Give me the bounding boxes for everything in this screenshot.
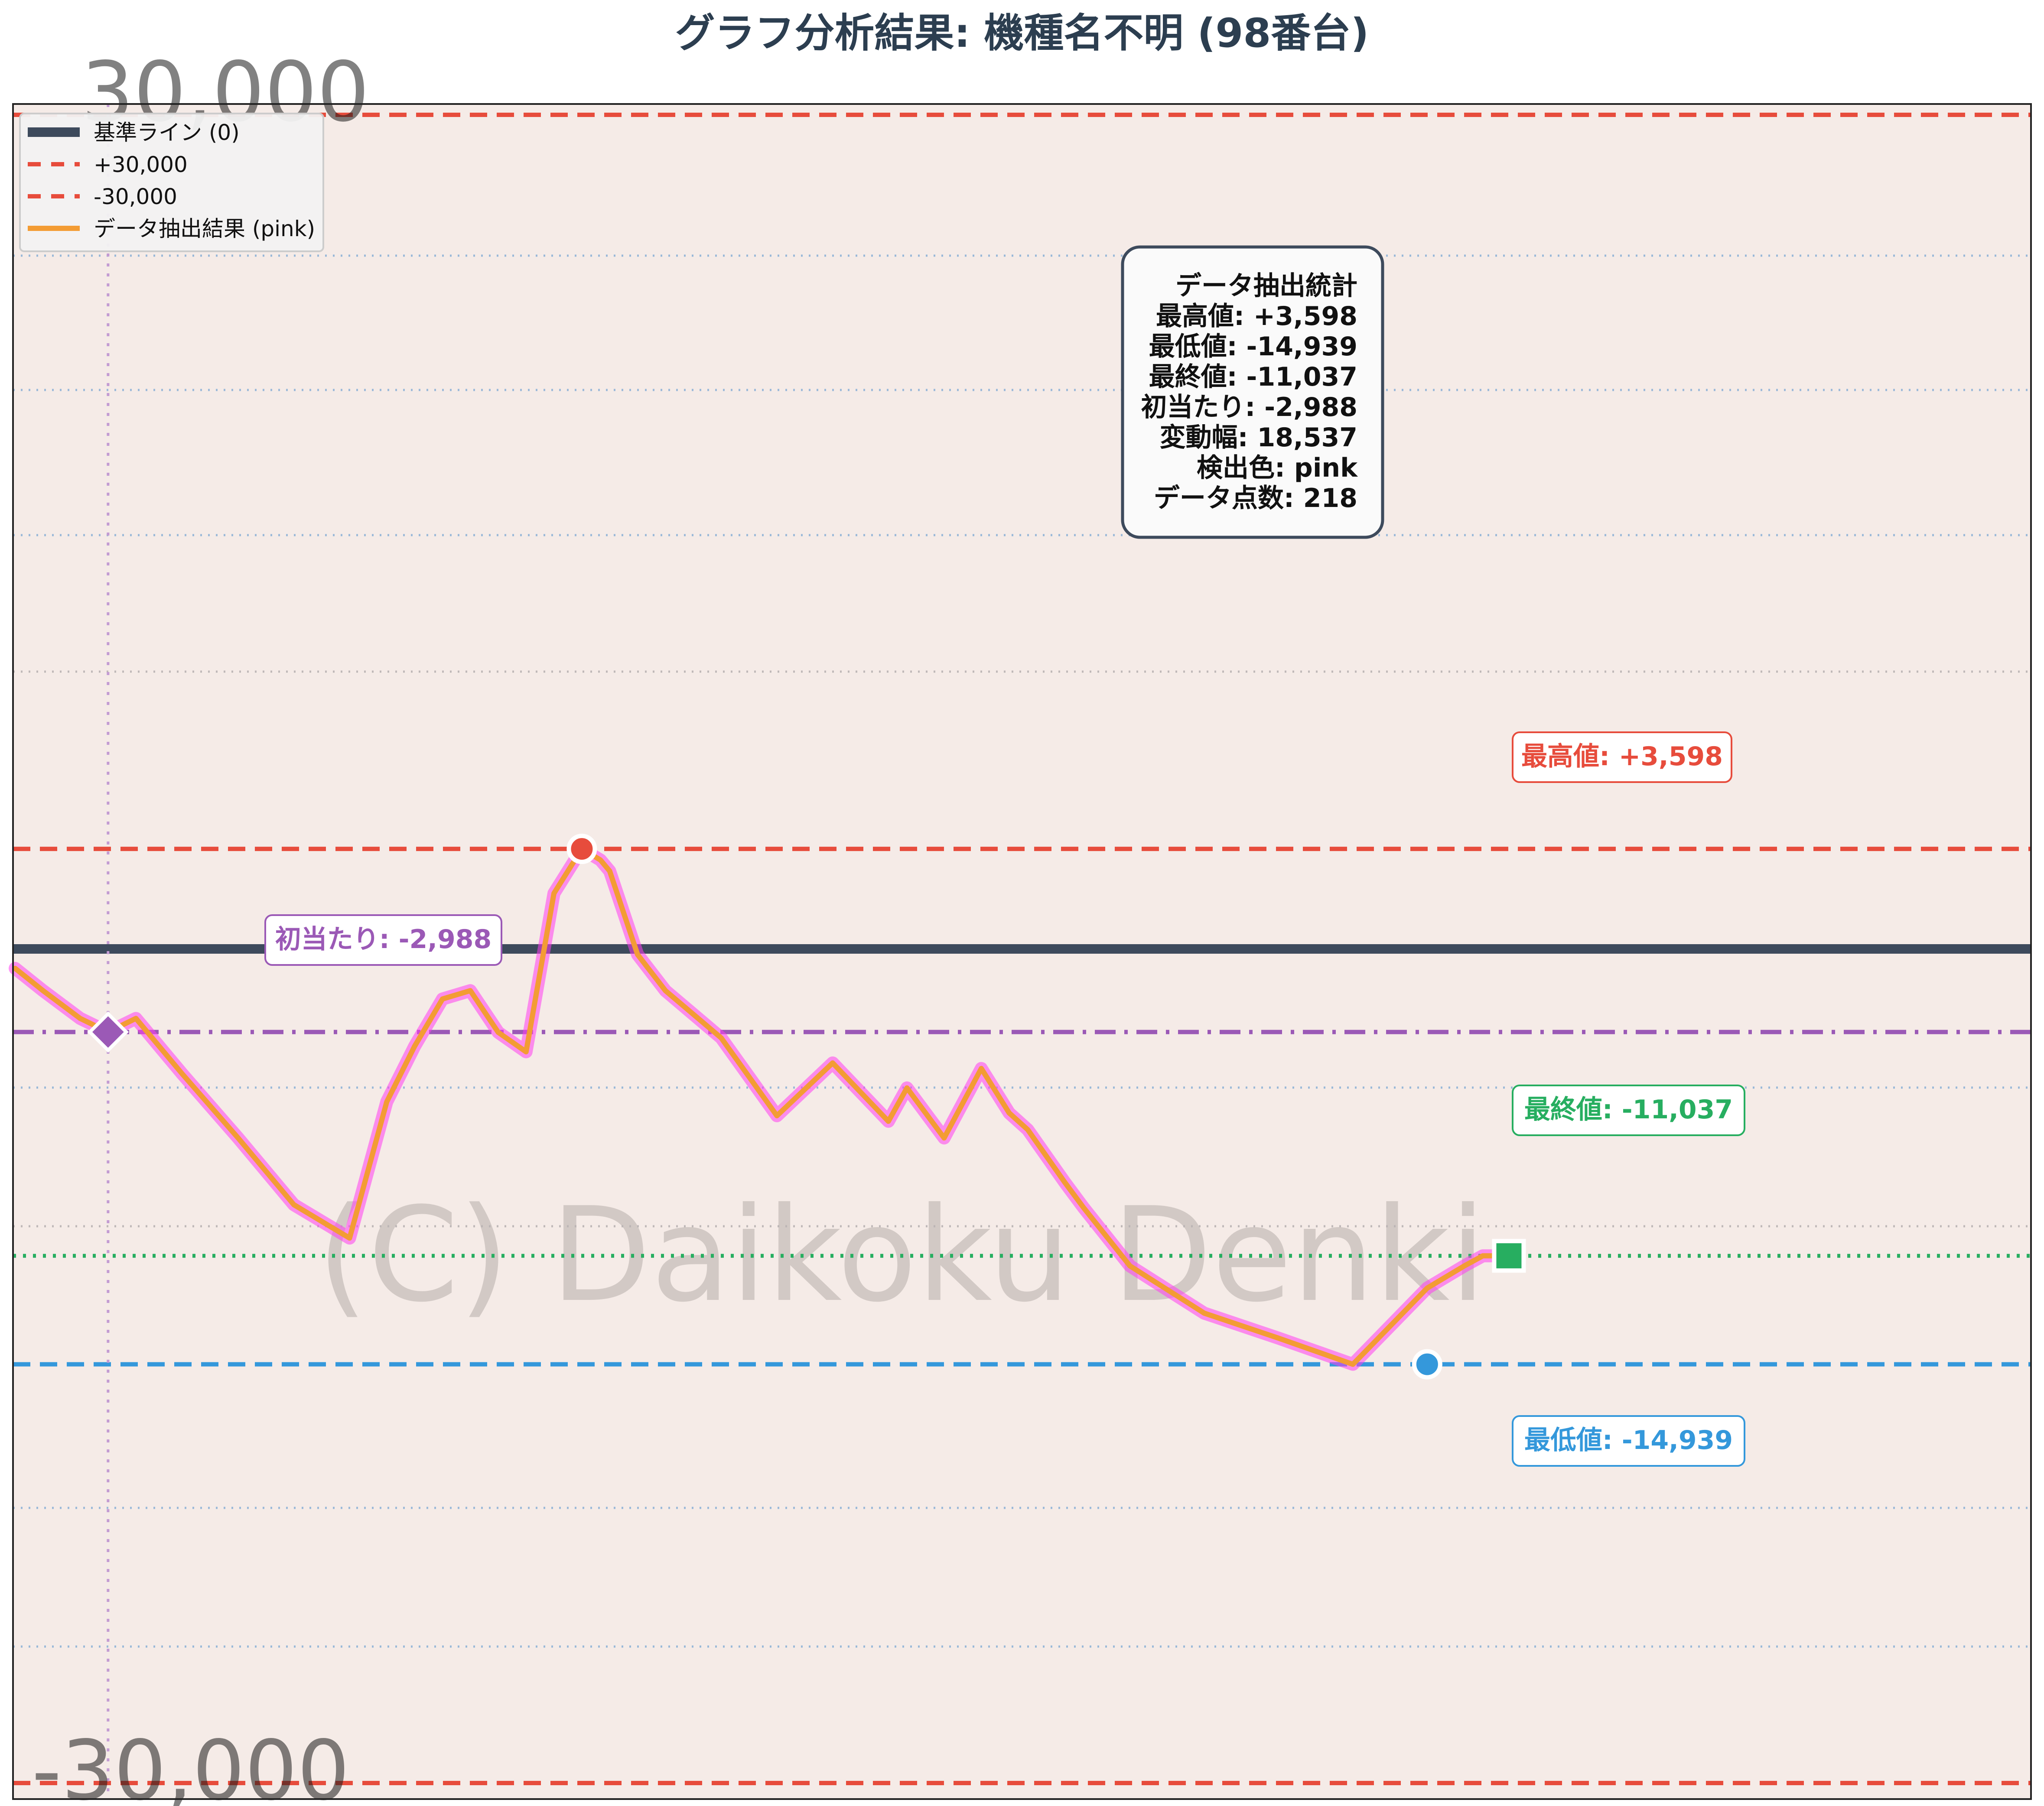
stats-box-frame: [1121, 245, 1384, 539]
plot-frame: [12, 103, 2032, 1800]
legend-frame: [19, 113, 324, 252]
max-label-box: [1512, 731, 1732, 783]
final-label-box: [1512, 1085, 1745, 1136]
stats-box-line: 変動幅: 18,537: [1160, 422, 1357, 453]
stats-box-line: 最終値: -11,037: [1149, 362, 1357, 392]
stats-box-line: 最低値: -14,939: [1149, 331, 1357, 362]
first-hit-marker: [87, 1011, 129, 1053]
first-hit-label: 初当たり: -2,988: [264, 914, 502, 966]
final-label-text: 最終値: -11,037: [1524, 1095, 1733, 1125]
min-label: 最低値: -14,939: [1512, 1415, 1745, 1467]
stats-box-line: 検出色: pink: [1197, 453, 1358, 483]
stats-box-line: 初当たり: -2,988: [1141, 392, 1357, 422]
final-label: 最終値: -11,037: [1512, 1085, 1745, 1136]
chart-title: グラフ分析結果: 機種名不明 (98番台): [675, 10, 1369, 56]
min-label-box: [1512, 1415, 1745, 1467]
max-label-text: 最高値: +3,598: [1521, 741, 1723, 772]
legend-item: データ抽出結果 (pink): [94, 216, 315, 241]
legend-item: -30,000: [94, 184, 177, 209]
max-point-marker: [566, 834, 597, 864]
legend-item: 基準ライン (0): [94, 120, 240, 145]
stats-box-title: データ抽出統計: [1175, 271, 1357, 301]
series-line: [13, 846, 1504, 1367]
legend-item: +30,000: [94, 152, 188, 177]
tick-label-bottom: -30,000: [32, 1723, 349, 1806]
legend: 基準ライン (0) +30,000 -30,000 データ抽出結果 (pink): [19, 113, 324, 252]
series-layer: [9, 842, 1508, 1371]
stats-box-line: 最高値: +3,598: [1156, 301, 1357, 331]
first-hit-label-text: 初当たり: -2,988: [275, 924, 492, 955]
min-label-text: 最低値: -14,939: [1524, 1425, 1733, 1455]
stats-box-line: データ点数: 218: [1154, 483, 1357, 513]
min-point-marker: [1412, 1349, 1442, 1380]
point-markers: [87, 834, 1526, 1380]
first-hit-label-box: [264, 914, 502, 966]
final-point-marker: [1492, 1239, 1526, 1273]
max-label: 最高値: +3,598: [1512, 731, 1732, 783]
annotations: 最高値: +3,598 初当たり: -2,988 最終値: -11,037 最低値: …: [264, 731, 1745, 1467]
